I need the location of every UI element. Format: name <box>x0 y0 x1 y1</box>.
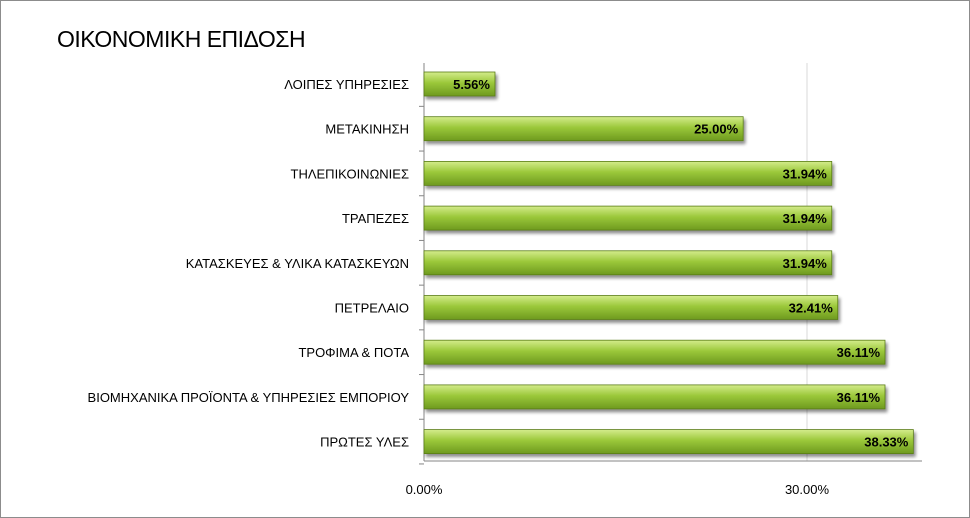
category-label: ΤΡΟΦΙΜΑ & ΠΟΤΑ <box>298 345 409 360</box>
bar-7 <box>423 384 886 410</box>
bar-5 <box>423 295 839 320</box>
bar-4 <box>423 250 833 276</box>
bars <box>423 71 914 455</box>
chart-title: ΟΙΚΟΝΟΜΙΚΗ ΕΠΙΔΟΣΗ <box>57 26 306 52</box>
data-labels: 5.56% 25.00% 31.94% 31.94% 31.94% 32.41% 36.11… <box>453 77 909 450</box>
category-label: ΛΟΙΠΕΣ ΥΠΗΡΕΣΙΕΣ <box>284 77 409 92</box>
bar-8 <box>423 429 914 455</box>
bar-0 <box>423 71 496 97</box>
category-label: ΤΗΛΕΠΙΚΟΙΝΩΝΙΕΣ <box>291 166 410 181</box>
data-label: 31.94% <box>783 211 828 226</box>
bar-6 <box>423 339 886 365</box>
category-label: ΤΡΑΠΕΖΕΣ <box>342 211 409 226</box>
category-label: ΜΕΤΑΚΙΝΗΣΗ <box>325 122 409 137</box>
data-label: 38.33% <box>864 435 909 450</box>
bar-3 <box>423 205 833 231</box>
data-label: 31.94% <box>783 166 828 181</box>
category-label: ΠΡΩΤΕΣ ΥΛΕΣ <box>320 435 409 450</box>
x-tick-label: 0.00% <box>406 482 443 497</box>
category-label: ΚΑΤΑΣΚΕΥΕΣ & ΥΛΙΚΑ ΚΑΤΑΣΚΕΥΩΝ <box>186 256 409 271</box>
data-label: 25.00% <box>694 122 739 137</box>
bar-1 <box>423 116 744 142</box>
data-label: 36.11% <box>837 390 881 405</box>
data-label: 31.94% <box>783 256 828 271</box>
bar-2 <box>423 160 833 186</box>
category-label: ΠΕΤΡΕΛΑΙΟ <box>335 301 409 316</box>
x-axis-ticks: 0.00% 30.00% <box>406 482 830 497</box>
data-label: 36.11% <box>837 345 881 360</box>
category-label: ΒΙΟΜΗΧΑΝΙΚΑ ΠΡΟΪΟΝΤΑ & ΥΠΗΡΕΣΙΕΣ ΕΜΠΟΡΙΟ… <box>88 390 410 405</box>
data-label: 32.41% <box>789 301 834 316</box>
x-tick-label: 30.00% <box>785 482 830 497</box>
category-labels: ΛΟΙΠΕΣ ΥΠΗΡΕΣΙΕΣ ΜΕΤΑΚΙΝΗΣΗ ΤΗΛΕΠΙΚΟΙΝΩΝΙΕ… <box>88 77 410 450</box>
data-label: 5.56% <box>453 77 490 92</box>
